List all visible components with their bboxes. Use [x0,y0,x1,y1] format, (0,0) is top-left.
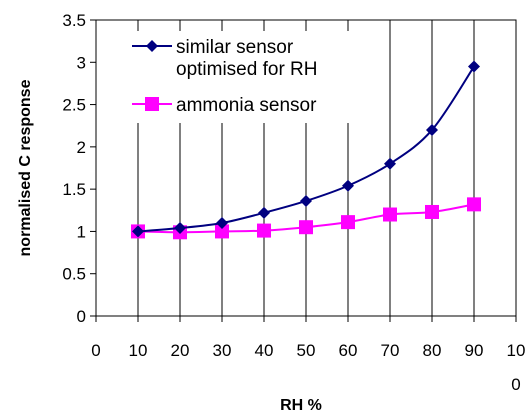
data-point-diamond [342,179,354,192]
x-tick-label: 10 [129,341,148,360]
y-tick-label: 0 [77,307,86,326]
x-tick-label: 0 [91,341,100,360]
x-tick-label-wrap: 0 [511,375,520,394]
x-tick-label: 60 [339,341,358,360]
y-tick-label: 3 [77,53,86,72]
y-tick-label: 1.5 [62,180,86,199]
legend-label: optimised for RH [176,59,318,80]
data-point-square [257,223,271,238]
data-point-diamond [174,222,186,235]
data-point-diamond [132,225,144,238]
x-tick-label: 40 [255,341,274,360]
x-tick-label: 70 [381,341,400,360]
data-point-square [467,197,481,212]
data-point-diamond [384,157,396,170]
x-tick-label: 90 [465,341,484,360]
data-point-square [299,220,313,235]
x-axis-ticks: 0 10 20 30 40 50 60 70 80 90 100 [91,316,525,394]
data-point-square [425,204,439,219]
x-tick-label: 80 [423,341,442,360]
data-point-diamond [258,206,270,219]
x-tick-label: 30 [213,341,232,360]
series-layer [131,60,481,240]
legend-item: ammonia sensor [132,95,317,116]
legend-label: ammonia sensor [176,95,317,116]
y-tick-label: 0.5 [62,265,86,284]
data-point-diamond [426,123,438,136]
y-tick-label: 3.5 [62,11,86,30]
data-point-diamond [468,60,480,73]
x-tick-label: 20 [171,341,190,360]
legend-label: similar sensor [176,37,294,58]
y-axis-title: normalised C response [17,79,34,256]
data-point-square [383,207,397,222]
data-point-square [215,224,229,239]
x-axis-title: RH % [280,397,322,414]
x-tick-label: 10 [507,341,526,360]
legend-marker-diamond [146,40,158,52]
data-point-square [341,215,355,230]
y-axis-ticks: 0 0.5 1 1.5 2 2.5 3 3.5 [62,11,96,326]
x-tick-label: 50 [297,341,316,360]
data-point-diamond [300,194,312,207]
y-tick-label: 2 [77,138,86,157]
y-tick-label: 1 [77,222,86,241]
legend-marker-square [145,97,159,111]
series-similar-sensor [132,60,480,238]
y-tick-label: 2.5 [62,96,86,115]
data-point-diamond [216,216,228,229]
